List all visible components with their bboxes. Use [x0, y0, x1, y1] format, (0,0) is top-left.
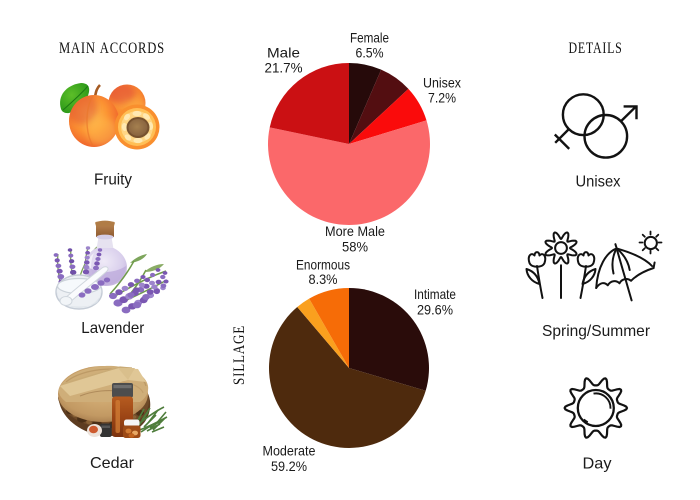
svg-text:Lavender: Lavender — [81, 320, 145, 337]
svg-text:29.6%: 29.6% — [417, 302, 453, 318]
svg-text:6.5%: 6.5% — [356, 45, 384, 61]
svg-text:58%: 58% — [342, 239, 368, 255]
svg-text:Male: Male — [267, 45, 300, 61]
svg-text:Unisex: Unisex — [576, 174, 621, 191]
svg-text:SILLAGE: SILLAGE — [231, 325, 248, 385]
svg-text:8.3%: 8.3% — [309, 271, 338, 287]
svg-text:Enormous: Enormous — [296, 256, 350, 272]
svg-text:7.2%: 7.2% — [428, 90, 456, 106]
svg-text:Unisex: Unisex — [423, 75, 461, 91]
svg-text:Day: Day — [583, 455, 612, 472]
svg-text:Fruity: Fruity — [94, 172, 132, 189]
svg-text:Moderate: Moderate — [263, 443, 316, 459]
svg-text:Female: Female — [350, 30, 389, 46]
svg-text:59.2%: 59.2% — [271, 458, 307, 474]
svg-text:Intimate: Intimate — [414, 286, 456, 302]
svg-text:DETAILS: DETAILS — [569, 40, 623, 57]
svg-text:MAIN ACCORDS: MAIN ACCORDS — [59, 40, 165, 57]
svg-text:Spring/Summer: Spring/Summer — [542, 323, 651, 340]
svg-text:Cedar: Cedar — [90, 455, 135, 472]
svg-text:21.7%: 21.7% — [265, 60, 303, 76]
svg-text:More Male: More Male — [325, 223, 385, 239]
